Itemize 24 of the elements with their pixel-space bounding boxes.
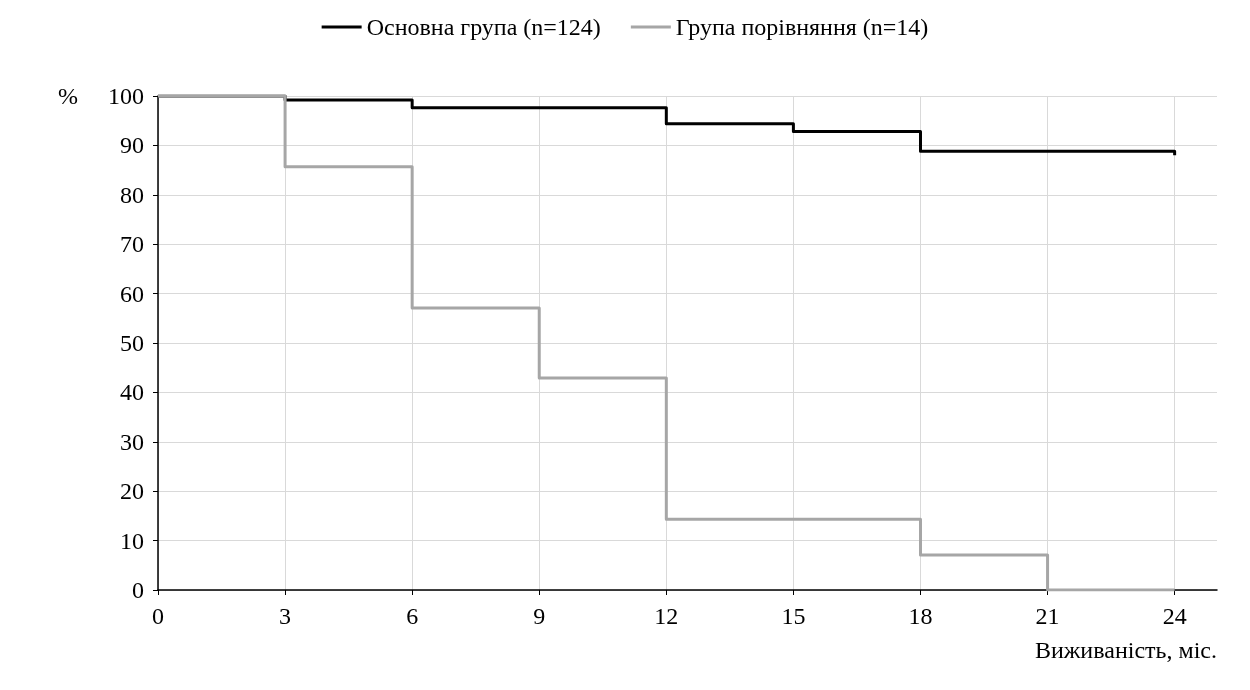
x-tick-label: 18 xyxy=(908,603,933,629)
y-tick-label: 30 xyxy=(120,428,144,455)
y-tick-label: 0 xyxy=(132,577,144,603)
legend-label: Основна група (n=124) xyxy=(366,14,601,40)
y-tick-label: 100 xyxy=(108,83,144,109)
y-tick-label: 40 xyxy=(120,379,144,406)
x-tick-label: 9 xyxy=(533,603,546,629)
y-tick-label: 20 xyxy=(120,478,144,505)
x-tick-label: 24 xyxy=(1162,603,1187,629)
legend-label: Група порівняння (n=14) xyxy=(675,14,929,40)
x-tick-label: 15 xyxy=(781,603,806,629)
y-tick-label: 80 xyxy=(120,181,144,208)
x-tick-label: 12 xyxy=(654,603,679,629)
y-tick-label: 50 xyxy=(120,330,144,356)
y-tick-label: 90 xyxy=(120,132,144,159)
x-tick-label: 21 xyxy=(1035,603,1060,629)
x-tick-label: 3 xyxy=(279,603,292,629)
y-axis-title: % xyxy=(58,83,78,109)
y-tick-label: 60 xyxy=(120,280,144,307)
x-tick-label: 0 xyxy=(152,603,164,629)
y-tick-label: 10 xyxy=(120,527,144,554)
x-tick-label: 6 xyxy=(406,603,419,629)
x-axis-title: Виживаність, міс. xyxy=(1034,637,1217,663)
y-tick-label: 70 xyxy=(120,231,144,258)
